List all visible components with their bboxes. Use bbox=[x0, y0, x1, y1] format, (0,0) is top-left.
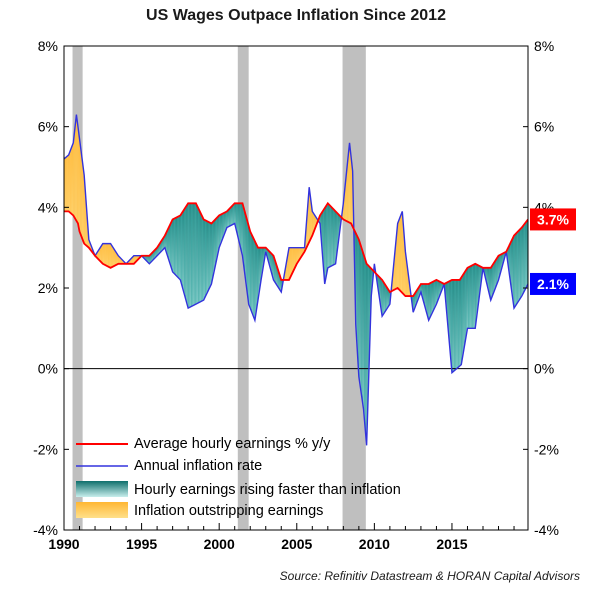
legend-swatch-wages-above bbox=[76, 481, 128, 497]
x-tick-label: 2005 bbox=[281, 536, 312, 552]
y-tick-label-left: -4% bbox=[33, 522, 58, 538]
wages-end-label: 3.7% bbox=[537, 211, 569, 227]
y-tick-label-left: 2% bbox=[38, 280, 58, 296]
y-axis-left: -4% -2% 0% 2% 4% 6% 8% bbox=[33, 38, 69, 538]
legend-entry-3: Hourly earnings rising faster than infla… bbox=[134, 482, 401, 498]
y-tick-label-right: 6% bbox=[534, 119, 554, 135]
end-labels: 3.7% 2.1% bbox=[530, 208, 576, 295]
inflation-end-label: 2.1% bbox=[537, 276, 569, 292]
source-note: Source: Refinitiv Datastream & HORAN Cap… bbox=[279, 569, 580, 583]
y-tick-label-right: -4% bbox=[534, 522, 559, 538]
recession-band-1 bbox=[72, 46, 83, 530]
recession-band-2 bbox=[237, 46, 249, 530]
y-tick-label-right: -2% bbox=[534, 441, 559, 457]
x-tick-label: 1990 bbox=[48, 536, 79, 552]
y-tick-label-right: 0% bbox=[534, 361, 554, 377]
legend-entry-2: Annual inflation rate bbox=[134, 458, 262, 474]
legend-entry-1: Average hourly earnings % y/y bbox=[134, 436, 331, 452]
x-tick-label: 2015 bbox=[436, 536, 467, 552]
wages-end-label-box bbox=[530, 208, 576, 231]
y-tick-label-left: 6% bbox=[38, 119, 58, 135]
y-tick-label-left: 8% bbox=[38, 38, 58, 54]
series-lines bbox=[64, 114, 528, 446]
x-tick-label: 2010 bbox=[359, 536, 390, 552]
x-tick-label: 1995 bbox=[126, 536, 157, 552]
y-tick-label-left: -2% bbox=[33, 441, 58, 457]
wages-line bbox=[64, 201, 528, 297]
y-tick-label-right: 8% bbox=[534, 38, 554, 54]
x-axis: 1990 1995 2000 2005 2010 2015 bbox=[48, 523, 515, 552]
inflation-end-label-box bbox=[530, 272, 576, 295]
legend-entry-4: Inflation outstripping earnings bbox=[134, 503, 323, 519]
legend: Average hourly earnings % y/y Annual infl… bbox=[76, 436, 401, 519]
legend-swatch-inflation-above bbox=[76, 502, 128, 518]
chart-title: US Wages Outpace Inflation Since 2012 bbox=[146, 7, 446, 24]
y-tick-label-left: 0% bbox=[38, 361, 58, 377]
y-tick-label-left: 4% bbox=[38, 199, 58, 215]
x-tick-label: 2000 bbox=[204, 536, 235, 552]
